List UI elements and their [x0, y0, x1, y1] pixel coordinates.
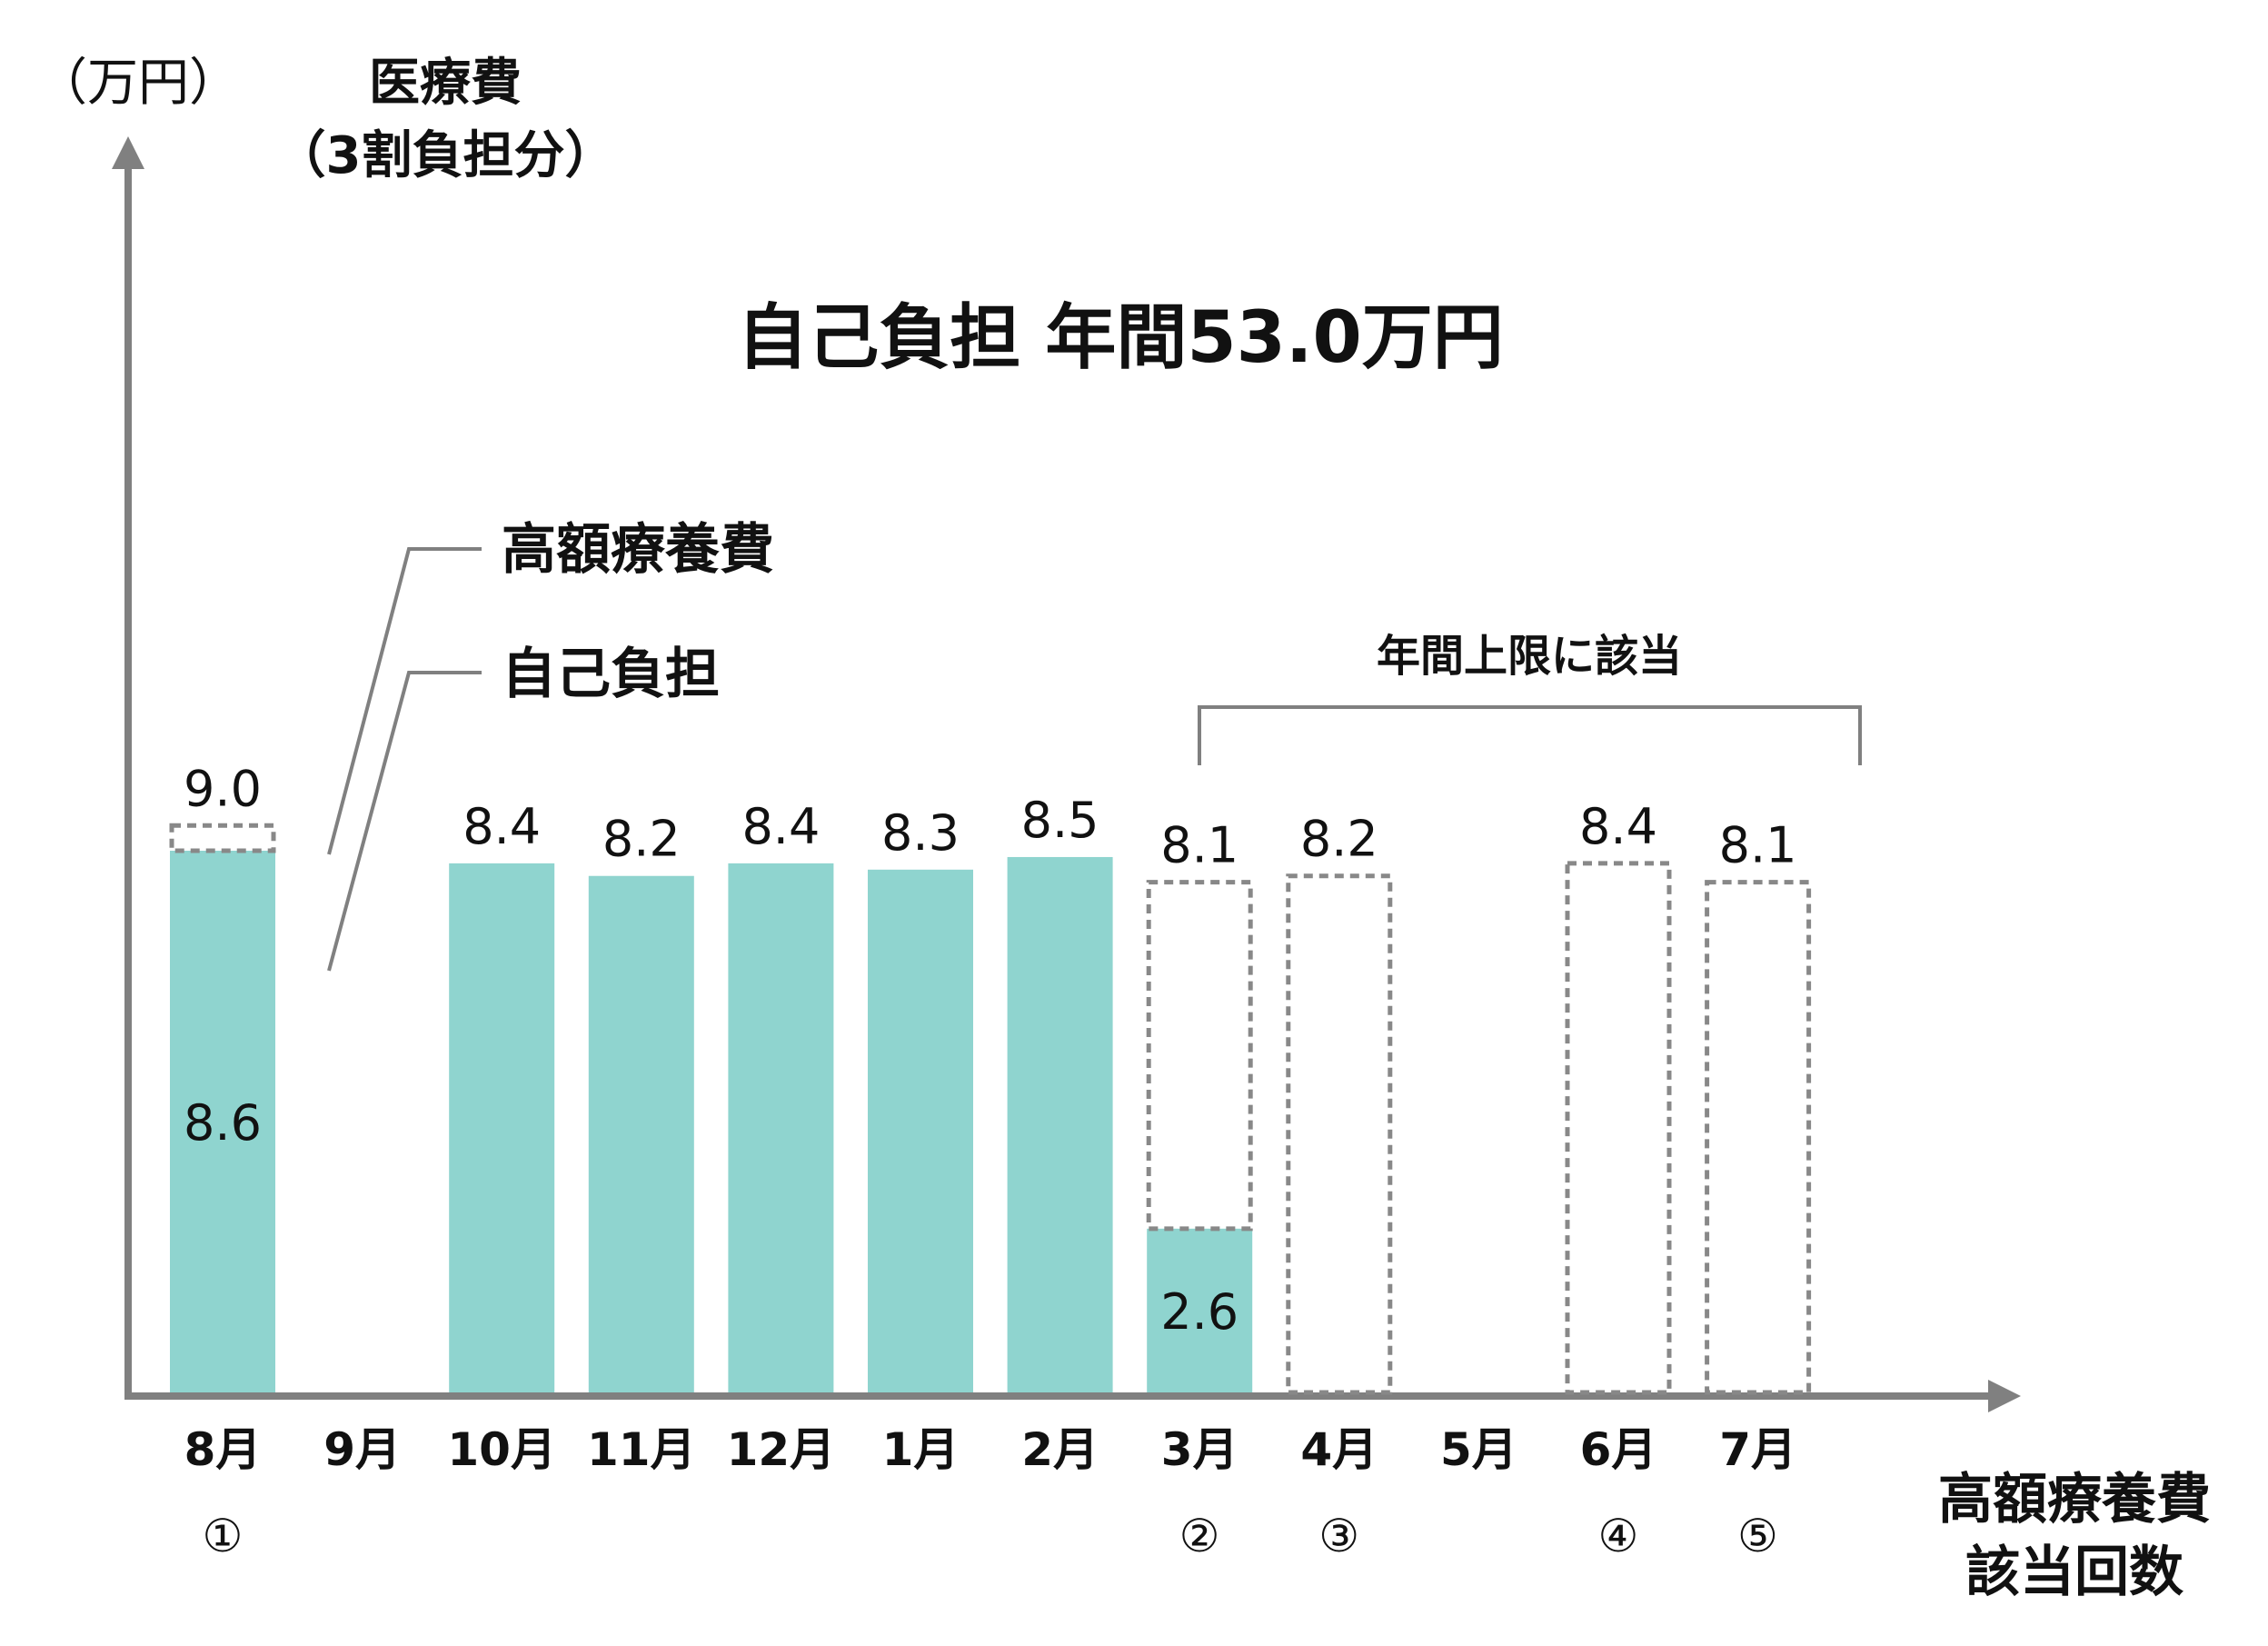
data-label-jiko: 2.6	[1160, 1283, 1238, 1341]
y-axis-label-line2: （3割負担分）	[275, 126, 616, 185]
legend-item-kogaku: 高額療養費	[502, 518, 774, 582]
bar-kogaku-9	[1286, 873, 1393, 1395]
data-label-total: 8.1	[1719, 817, 1797, 874]
data-label-total: 8.4	[741, 798, 820, 855]
x-tick-label: 10月	[447, 1423, 556, 1476]
bar-jiko-3	[449, 863, 555, 1392]
x-tick-label: 1月	[882, 1423, 960, 1476]
bar-jiko-6	[868, 869, 973, 1392]
bar-jiko-1	[170, 851, 275, 1392]
x-tick-label: 4月	[1300, 1423, 1378, 1476]
count-marker: ⑤	[1737, 1510, 1778, 1562]
x-tick-label: 3月	[1161, 1423, 1238, 1476]
bar-kogaku-8	[1146, 880, 1253, 1232]
bar-kogaku-12	[1705, 880, 1812, 1395]
data-label-total: 8.2	[602, 811, 681, 868]
y-unit-label: （万円）	[36, 54, 240, 113]
y-axis-label-line1: 医療費	[369, 54, 522, 113]
annual-limit-label: 年間上限に該当	[1377, 631, 1682, 682]
count-marker: ③	[1318, 1510, 1359, 1562]
x-tick-label: 7月	[1719, 1423, 1796, 1476]
x-tick-label: 2月	[1021, 1423, 1099, 1476]
data-label-total: 9.0	[184, 760, 262, 817]
data-label-total: 8.5	[1021, 792, 1099, 849]
bar-kogaku-11	[1565, 861, 1672, 1395]
annual-limit-bracket	[1198, 705, 1862, 765]
x-tick-label: 6月	[1580, 1423, 1657, 1476]
x-tick-label: 12月	[727, 1423, 836, 1476]
data-label-total: 8.4	[1579, 798, 1657, 855]
bar-jiko-4	[588, 875, 694, 1392]
count-marker: ①	[203, 1510, 244, 1562]
x-axis-arrow	[1988, 1380, 2021, 1412]
x-tick-label: 9月	[323, 1423, 401, 1476]
bar-jiko-7	[1007, 856, 1113, 1392]
data-label-total: 8.4	[463, 798, 541, 855]
data-label-total: 8.3	[881, 804, 960, 862]
x-tick-label: 5月	[1440, 1423, 1517, 1476]
legend-item-jiko: 自己負担	[502, 643, 720, 706]
count-marker: ②	[1179, 1510, 1220, 1562]
count-marker: ④	[1598, 1510, 1639, 1562]
x-axis-label-line1: 高額療養費	[1938, 1468, 2211, 1531]
x-tick-label: 8月	[184, 1423, 262, 1476]
legend-leader-kogaku	[327, 547, 482, 855]
y-axis-arrow	[112, 136, 144, 169]
data-label-total: 8.1	[1160, 817, 1238, 874]
bar-kogaku-1	[169, 823, 276, 853]
bar-jiko-5	[728, 863, 834, 1392]
chart-title: 自己負担 年間53.0万円	[737, 297, 1504, 379]
data-label-jiko: 8.6	[184, 1094, 262, 1152]
legend-leader-jiko	[327, 671, 482, 972]
data-label-total: 8.2	[1300, 811, 1378, 868]
x-tick-label: 11月	[587, 1423, 696, 1476]
x-axis-label-line2: 該当回数	[1965, 1541, 2183, 1604]
bar-jiko-8	[1147, 1228, 1253, 1392]
